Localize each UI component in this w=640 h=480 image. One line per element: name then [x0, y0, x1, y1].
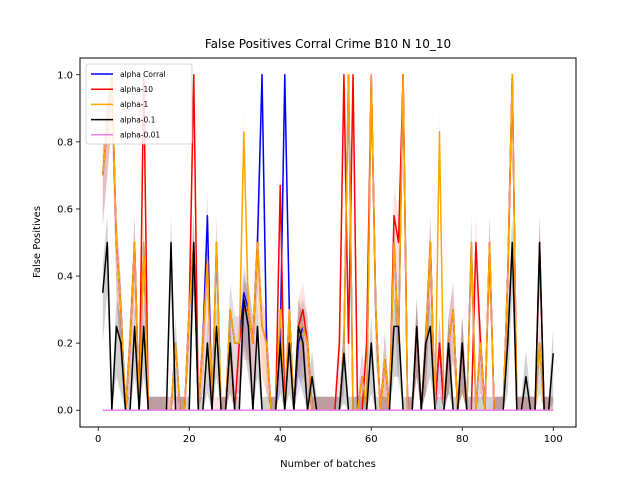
- x-tick-label: 100: [544, 434, 563, 445]
- legend-label-0: alpha Corral: [120, 70, 166, 79]
- legend-frame: [85, 63, 193, 145]
- legend-label-2: alpha-1: [120, 100, 148, 109]
- x-axis-label: Number of batches: [280, 459, 376, 470]
- legend-label-3: alpha-0.1: [120, 115, 156, 124]
- y-tick-label: 1.0: [57, 70, 73, 81]
- x-tick-label: 40: [274, 434, 287, 445]
- y-axis: 0.0 0.2 0.4 0.6 0.8 1.0: [57, 70, 80, 417]
- chart-title: False Positives Corral Crime B10 N 10_10: [205, 37, 451, 51]
- x-tick-label: 20: [183, 434, 196, 445]
- y-tick-label: 0.8: [57, 137, 73, 148]
- legend: alpha Corral alpha-10 alpha-1 alpha-0.1 alph…: [85, 63, 193, 145]
- legend-label-1: alpha-10: [120, 85, 153, 94]
- x-tick-label: 80: [456, 434, 469, 445]
- plot-area-frame: [79, 57, 577, 428]
- y-tick-label: 0.4: [57, 272, 73, 283]
- series-lines: [102, 74, 554, 411]
- x-axis: 0 20 40 60 80 100: [95, 427, 563, 445]
- legend-label-4: alpha-0.01: [120, 131, 160, 140]
- series-band-0: [102, 74, 554, 411]
- y-axis-label: False Positives: [32, 206, 43, 278]
- x-tick-label: 60: [365, 434, 378, 445]
- y-tick-label: 0.2: [57, 339, 73, 350]
- series-band-2: [102, 74, 554, 411]
- series-band-3: [102, 215, 554, 411]
- x-tick-label: 0: [95, 434, 101, 445]
- y-tick-label: 0.0: [57, 406, 73, 417]
- y-tick-label: 0.6: [57, 204, 73, 215]
